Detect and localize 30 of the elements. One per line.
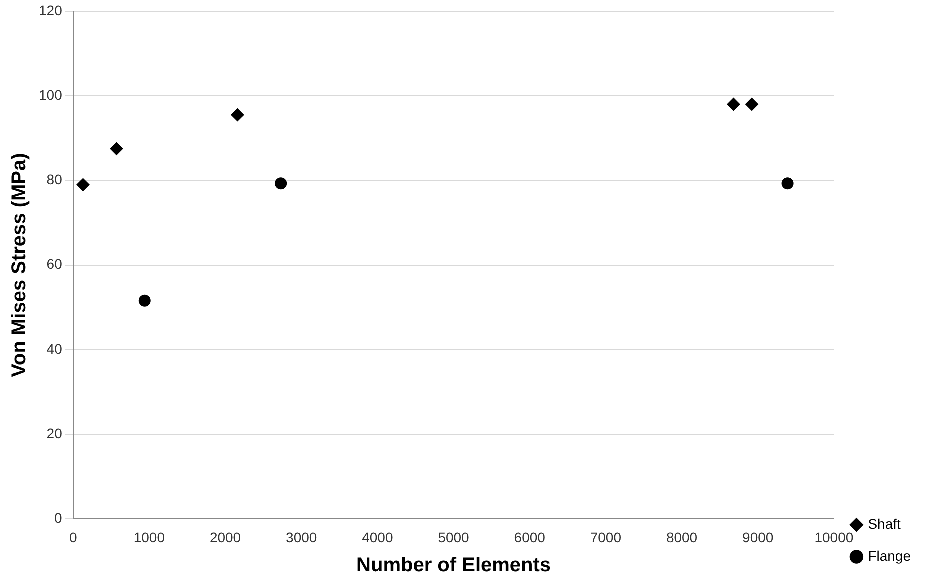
y-tick-label: 120 [39, 2, 63, 18]
y-tick-label: 60 [46, 256, 63, 272]
x-tick-label: 1000 [134, 529, 166, 546]
y-tick-label: 80 [46, 172, 63, 188]
point [727, 98, 740, 111]
x-tick-label: 0 [69, 529, 78, 546]
point [76, 178, 90, 192]
point [275, 178, 288, 190]
x-tick-label: 6000 [514, 529, 546, 546]
x-tick-label: 10000 [814, 529, 854, 546]
point [231, 108, 244, 122]
x-tick-label: 3000 [286, 529, 318, 546]
point [110, 142, 124, 156]
y-tick-label: 0 [54, 510, 63, 526]
legend-label: Shaft [868, 516, 901, 532]
x-tick-label: 5000 [438, 529, 470, 546]
point [138, 294, 151, 307]
legend-label: Flange [868, 548, 912, 564]
x-tick-label: 8000 [666, 529, 698, 546]
x-tick-label: 7000 [590, 529, 622, 546]
x-tick-label: 4000 [362, 529, 394, 546]
y-axis-title: Von Mises Stress (MPa) [8, 153, 31, 378]
point [782, 178, 794, 190]
x-tick-label: 2000 [210, 529, 242, 546]
y-tick-label: 100 [39, 86, 63, 103]
y-tick-label: 20 [46, 425, 63, 442]
x-tick-label: 9000 [742, 529, 774, 546]
y-tick-label: 40 [46, 340, 63, 357]
point [746, 98, 759, 111]
x-axis-title: Number of Elements [356, 554, 552, 577]
